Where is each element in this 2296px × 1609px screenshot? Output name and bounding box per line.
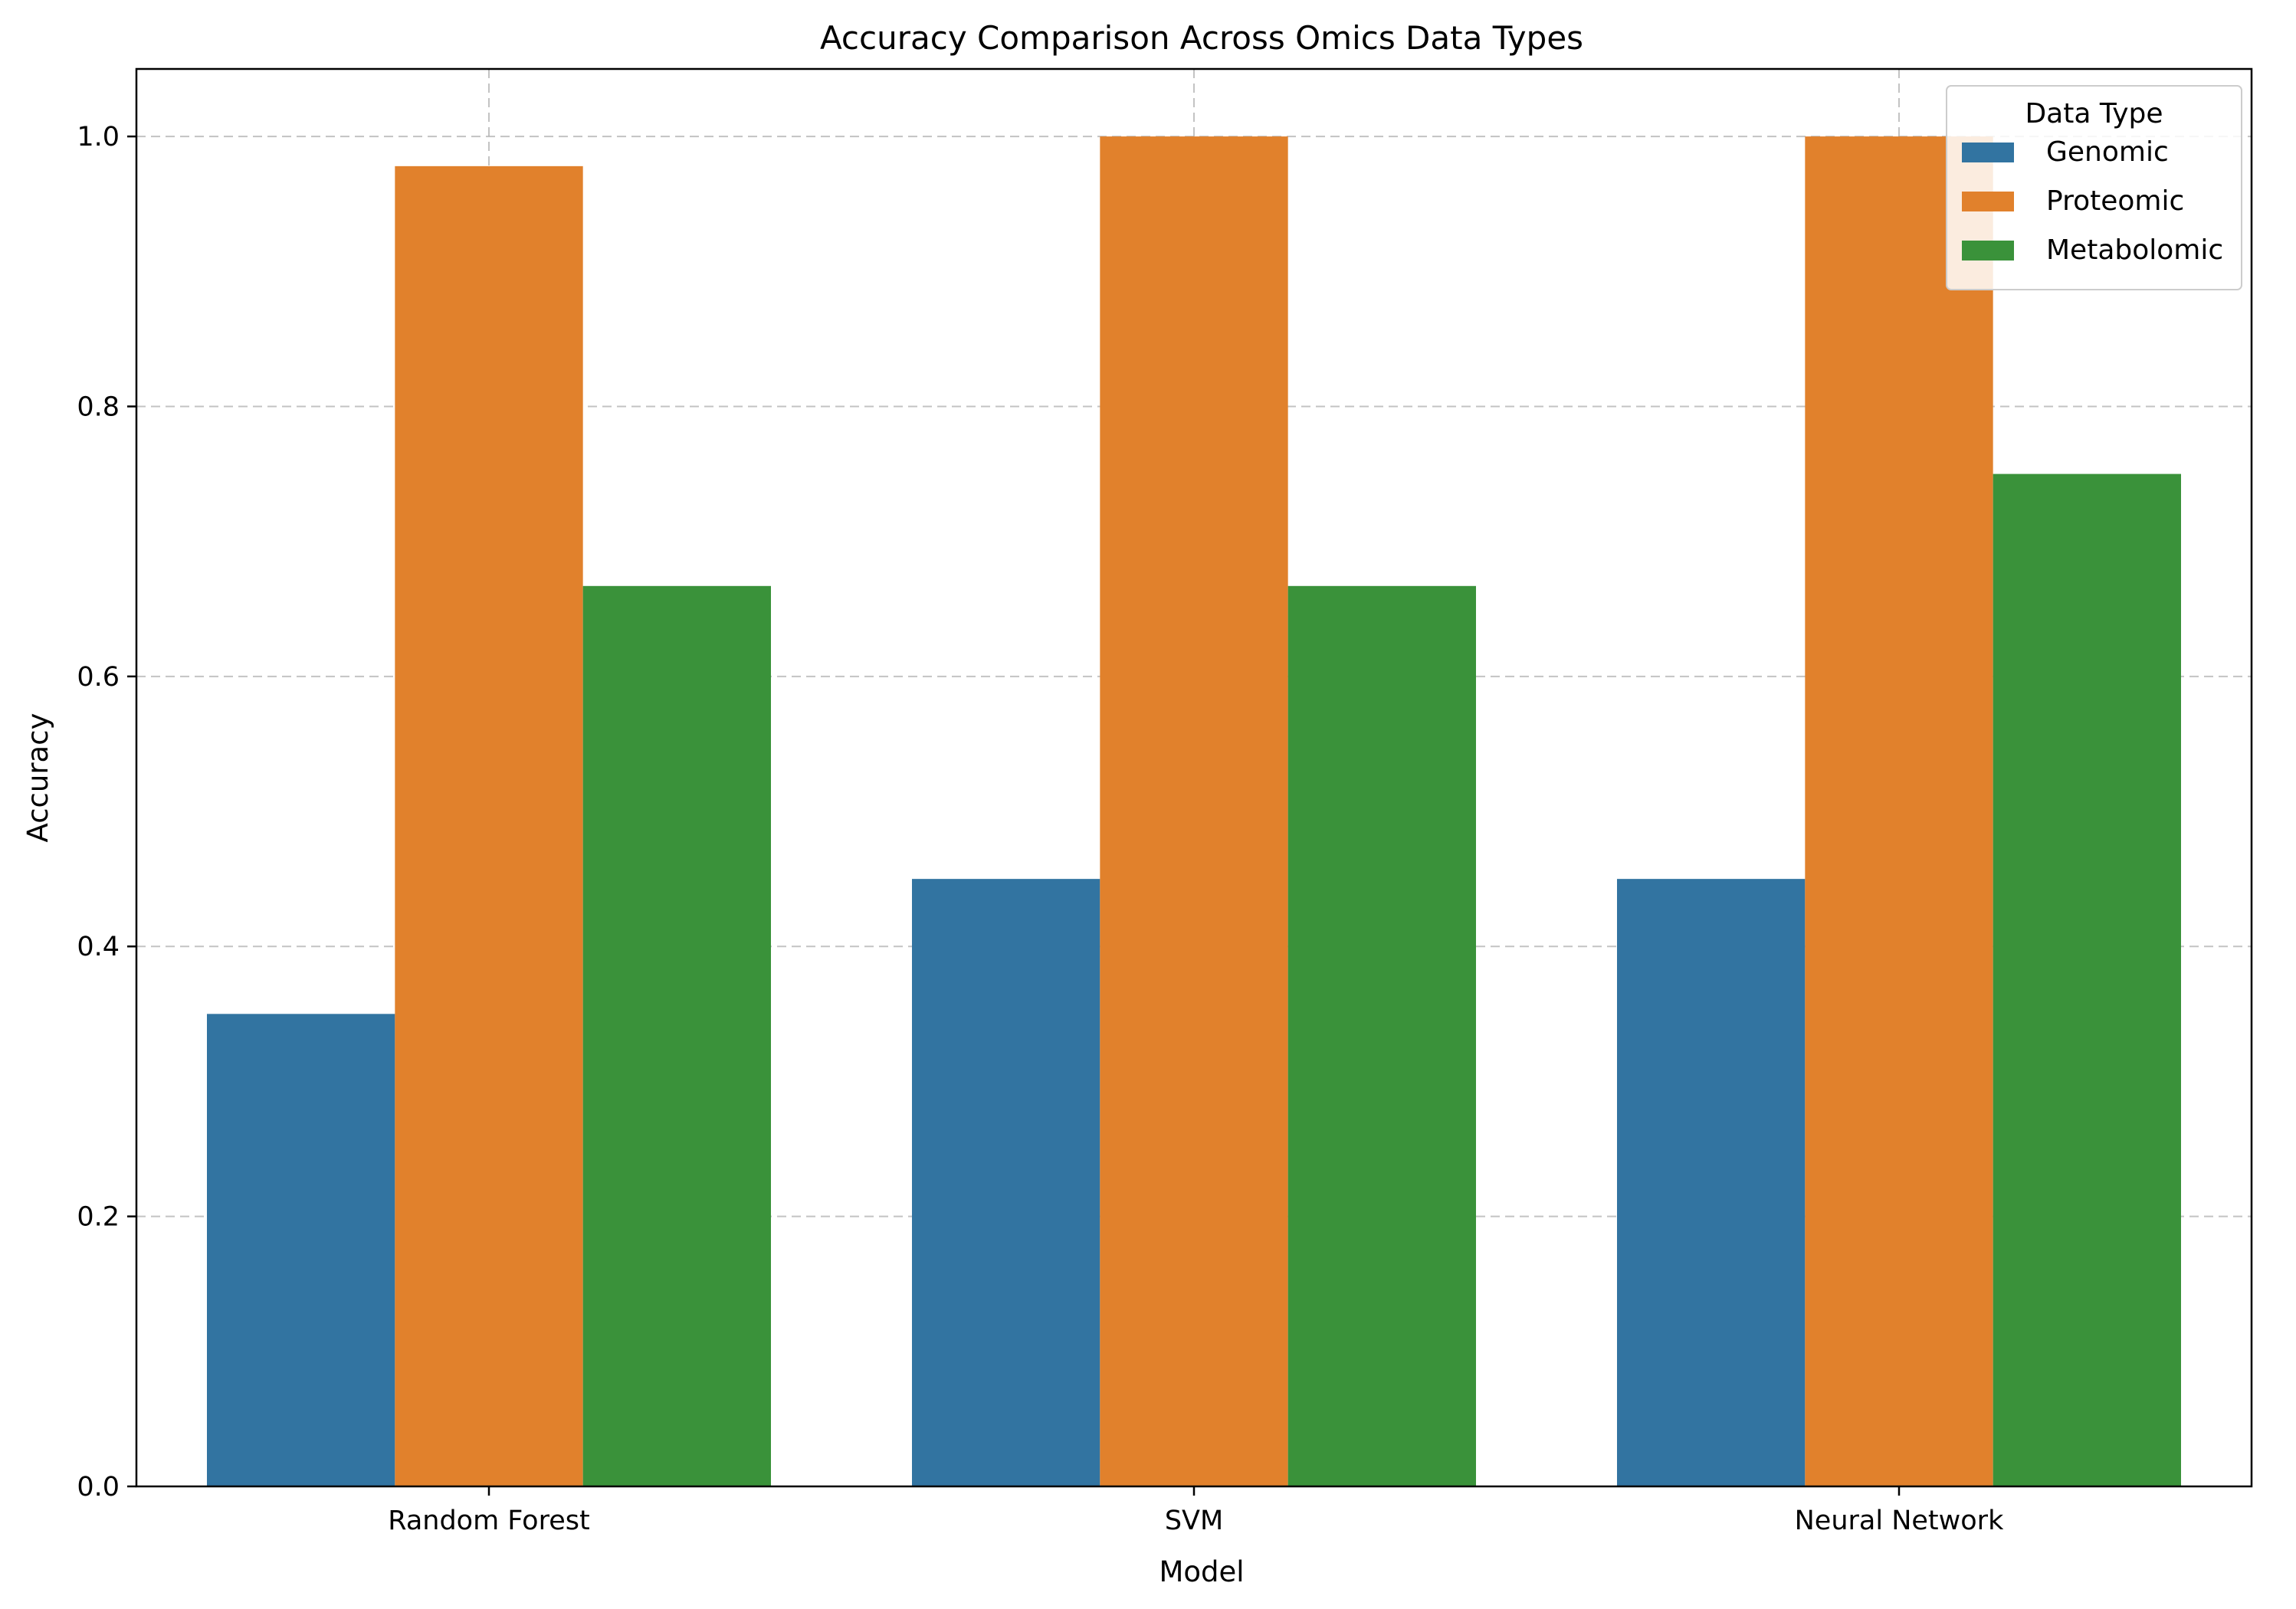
y-tick-label: 1.0	[77, 122, 120, 152]
legend-label-metabolomic: Metabolomic	[2046, 234, 2223, 266]
bar-genomic-2	[1617, 879, 1806, 1486]
legend-swatch-genomic	[1962, 143, 2014, 162]
bars	[207, 136, 2181, 1487]
bar-metabolomic-2	[1993, 474, 2181, 1486]
bar-proteomic-0	[395, 165, 583, 1486]
y-tick-label: 0.0	[77, 1472, 120, 1502]
x-axis-ticks: Random Forest SVM Neural Network	[388, 1486, 2004, 1536]
bar-genomic-1	[912, 879, 1100, 1486]
bar-metabolomic-0	[582, 585, 771, 1486]
bar-genomic-0	[207, 1014, 395, 1486]
x-tick-label: Neural Network	[1795, 1506, 2004, 1536]
legend-swatch-proteomic	[1962, 192, 2014, 211]
x-tick-label: Random Forest	[388, 1506, 589, 1536]
bar-proteomic-2	[1805, 136, 1993, 1487]
legend: Data Type Genomic Proteomic Metabolomic	[1946, 85, 2242, 290]
x-tick-label: SVM	[1165, 1506, 1223, 1536]
y-axis-label: Accuracy	[21, 713, 54, 843]
y-axis-ticks: 0.0 0.2 0.4 0.6 0.8 1.0	[77, 122, 136, 1502]
legend-swatch-metabolomic	[1962, 241, 2014, 261]
bar-metabolomic-1	[1287, 585, 1476, 1486]
y-tick-label: 0.4	[77, 932, 120, 962]
bar-proteomic-1	[1100, 136, 1288, 1487]
legend-title: Data Type	[2025, 98, 2163, 129]
x-axis-label: Model	[1159, 1555, 1244, 1588]
y-tick-label: 0.6	[77, 662, 120, 693]
y-tick-label: 0.8	[77, 392, 120, 422]
legend-label-proteomic: Proteomic	[2046, 185, 2184, 217]
legend-box	[1946, 85, 2242, 290]
legend-label-genomic: Genomic	[2046, 136, 2169, 168]
y-tick-label: 0.2	[77, 1202, 120, 1233]
chart-title: Accuracy Comparison Across Omics Data Ty…	[820, 19, 1583, 57]
